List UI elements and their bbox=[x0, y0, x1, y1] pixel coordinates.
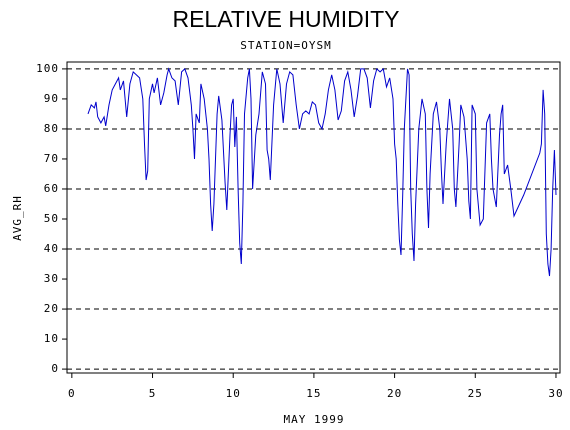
x-axis-label: MAY 1999 bbox=[284, 413, 345, 426]
y-tick-label: 30 bbox=[44, 272, 59, 285]
y-tick-label: 40 bbox=[44, 242, 59, 255]
y-tick-label: 20 bbox=[44, 302, 59, 315]
x-tick-label: 25 bbox=[468, 387, 483, 400]
plot-frame bbox=[66, 61, 561, 374]
y-tick-label: 90 bbox=[44, 92, 59, 105]
y-axis-label: AVG_RH bbox=[11, 195, 24, 241]
y-tick-label: 50 bbox=[44, 212, 59, 225]
chart-subtitle: STATION=OYSM bbox=[240, 39, 331, 52]
x-tick-label: 5 bbox=[149, 387, 157, 400]
y-tick-label: 70 bbox=[44, 152, 59, 165]
x-tick-label: 0 bbox=[68, 387, 76, 400]
y-tick-label: 60 bbox=[44, 182, 59, 195]
chart-title: RELATIVE HUMIDITY bbox=[172, 6, 399, 32]
y-tick-label: 10 bbox=[44, 332, 59, 345]
x-tick-label: 10 bbox=[226, 387, 241, 400]
y-tick-label: 100 bbox=[36, 62, 59, 75]
y-tick-label: 80 bbox=[44, 122, 59, 135]
data-line bbox=[87, 67, 557, 277]
x-tick-label: 20 bbox=[387, 387, 402, 400]
x-tick-label: 15 bbox=[306, 387, 321, 400]
x-tick-label: 30 bbox=[548, 387, 563, 400]
y-tick-label: 0 bbox=[51, 362, 59, 375]
